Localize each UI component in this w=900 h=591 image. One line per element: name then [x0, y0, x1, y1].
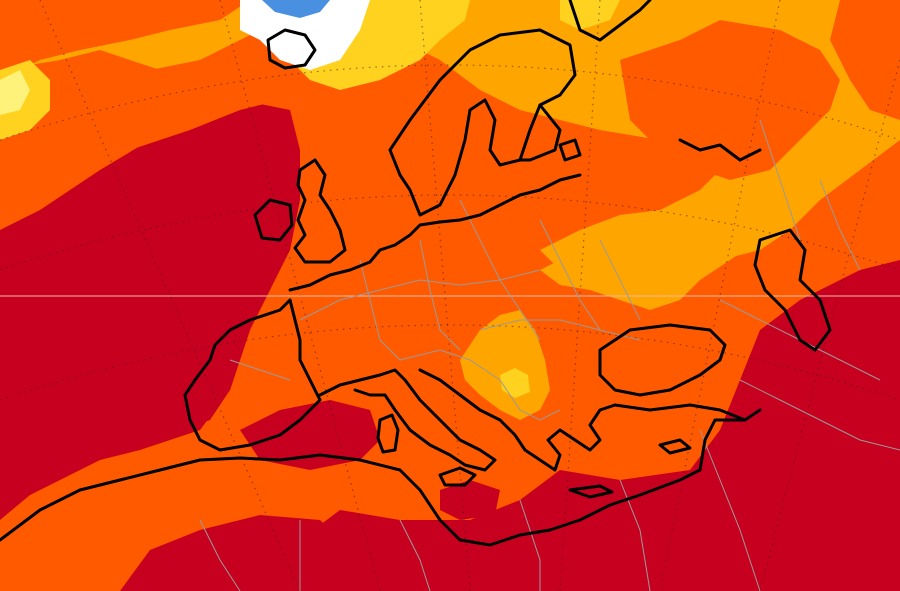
sicily-coast: [438, 466, 477, 487]
fill-orange-northwest: [0, 0, 250, 80]
north-russia-coast: [568, 0, 652, 42]
scandinavia-coast: [388, 28, 577, 217]
fill-africa-dark-red: [120, 515, 400, 591]
fill-orange-scandinavia: [320, 90, 530, 220]
fill-orange-northeast: [620, 20, 840, 180]
europe-north-coast: [288, 173, 582, 292]
turkey-coast: [613, 403, 762, 422]
iberia-coast: [183, 298, 322, 452]
fill-yellow-east: [560, 0, 620, 30]
fill-orange-northeast-2: [830, 0, 900, 120]
north-africa-coast: [0, 453, 702, 547]
lake-ladoga: [558, 138, 582, 162]
arctic-coast-east: [678, 138, 762, 162]
balkans-coast: [418, 368, 617, 472]
caspian-coast: [753, 228, 832, 352]
fill-med-dark-red: [240, 400, 380, 470]
coastlines: [0, 0, 832, 547]
fill-orange-northwest-2: [20, 60, 280, 180]
italy-coast: [318, 368, 497, 472]
black-sea-coast: [598, 323, 727, 397]
ireland-coast: [253, 198, 294, 242]
fill-atlantic-dark-red: [0, 100, 300, 510]
fill-yellow-northcentral: [395, 0, 470, 45]
fill-light-orange-eastband: [540, 195, 760, 310]
cyprus-coast: [658, 438, 692, 455]
levant-coast: [698, 418, 747, 472]
crete-coast: [568, 484, 614, 499]
fill-east-dark-red: [540, 260, 900, 591]
fill-cold-blue: [262, 0, 330, 18]
fill-pale-yellow-northwest: [0, 70, 30, 115]
britain-coast: [293, 158, 347, 264]
sardinia-coast: [376, 413, 400, 454]
finland-coast: [518, 103, 562, 162]
fill-small-dark-red-1: [440, 480, 500, 520]
iceland-coast: [266, 28, 317, 70]
